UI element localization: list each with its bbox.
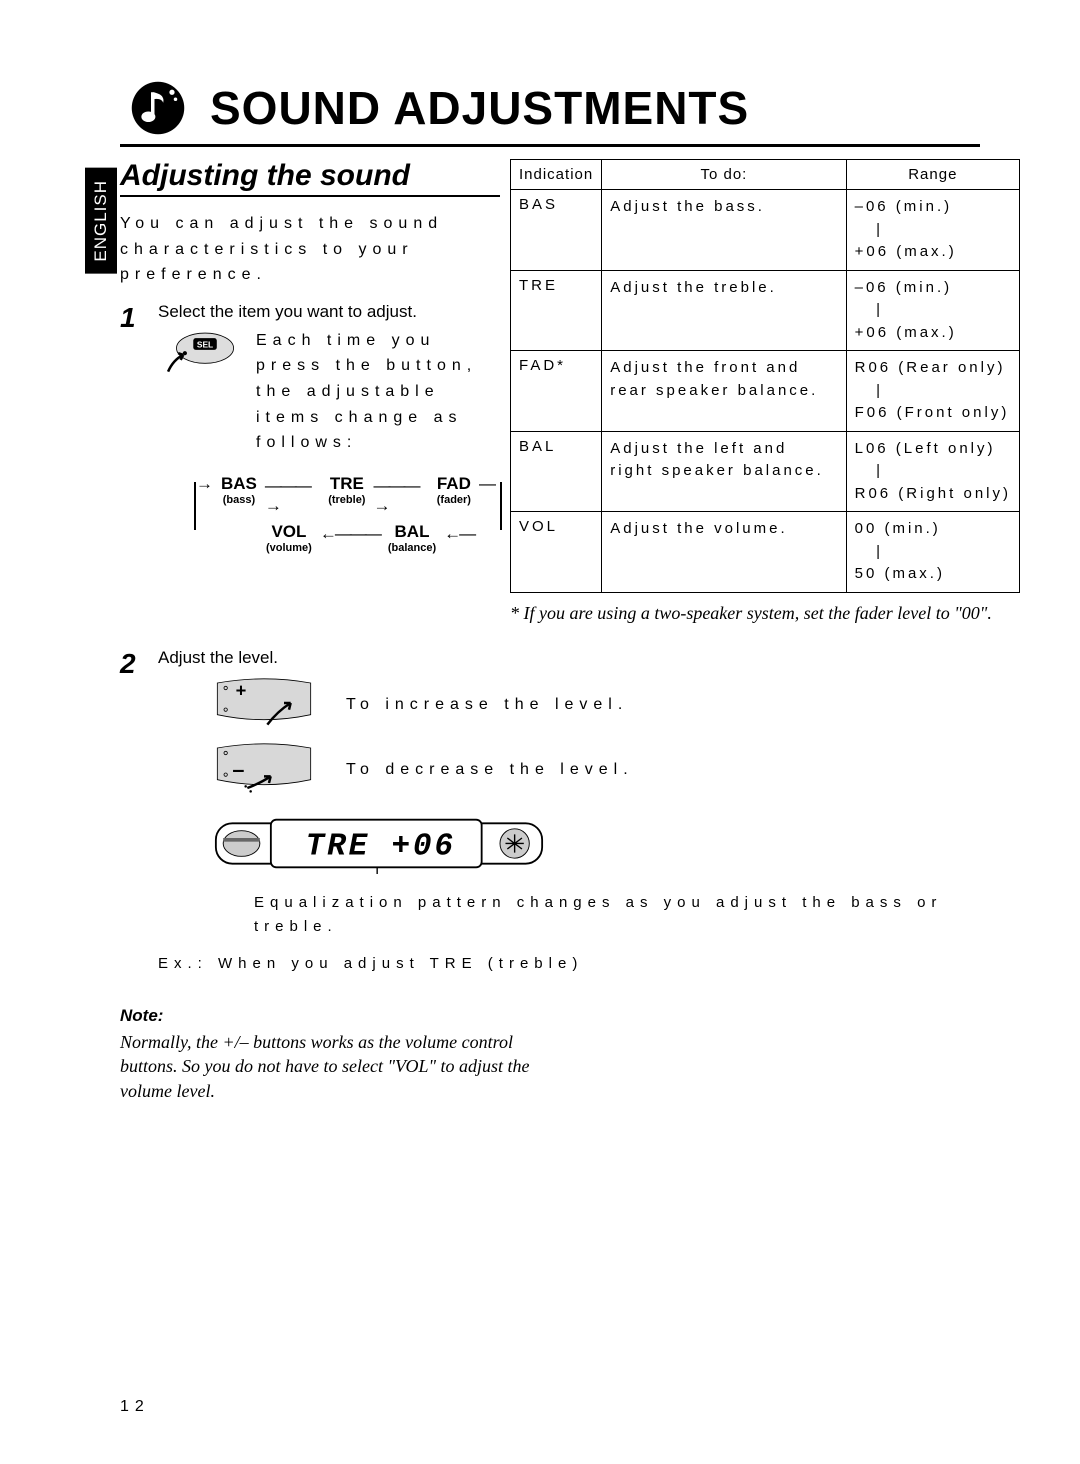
- col-range: Range: [846, 160, 1019, 190]
- table-row: VOLAdjust the volume.00 (min.) | 50 (max…: [511, 512, 1020, 593]
- display-caption: Equalization pattern changes as you adju…: [254, 891, 1020, 939]
- page-number: 12: [120, 1398, 150, 1416]
- page-title: SOUND ADJUSTMENTS: [210, 81, 749, 135]
- increase-row: + To increase the level.: [214, 678, 1020, 733]
- step-heading: Adjust the level.: [158, 648, 1020, 668]
- step-1: 1 Select the item you want to adjust. SE…: [120, 302, 500, 554]
- svg-text:–: –: [232, 756, 244, 781]
- parameters-table: Indication To do: Range BASAdjust the ba…: [510, 159, 1020, 593]
- table-row: FAD*Adjust the front and rear speaker ba…: [511, 351, 1020, 432]
- col-indication: Indication: [511, 160, 602, 190]
- music-note-icon: [130, 80, 186, 136]
- table-row: BALAdjust the left and right speaker bal…: [511, 431, 1020, 512]
- language-tab: ENGLISH: [85, 168, 117, 274]
- plus-button-icon: +: [214, 678, 314, 733]
- step1-subtext: Each time you press the button, the adju…: [256, 328, 500, 456]
- col-todo: To do:: [602, 160, 846, 190]
- step-heading: Select the item you want to adjust.: [158, 302, 500, 322]
- svg-text:+: +: [236, 679, 247, 700]
- minus-button-icon: –: [214, 743, 314, 798]
- cycle-diagram: → BAS (bass) ———→ TRE (treble) ———→ FAD: [196, 474, 496, 554]
- display-unit-icon: TRE +06: [214, 816, 1020, 880]
- step-number: 1: [120, 302, 144, 554]
- section-title: Adjusting the sound: [120, 159, 500, 193]
- step-number: 2: [120, 648, 144, 973]
- display-example: Ex.: When you adjust TRE (treble): [158, 955, 1020, 972]
- table-footnote: * If you are using a two-speaker system,…: [510, 603, 1020, 624]
- step-2: 2 Adjust the level. + To: [120, 648, 1020, 973]
- increase-text: To increase the level.: [346, 696, 628, 714]
- page-header: SOUND ADJUSTMENTS: [80, 80, 1020, 136]
- section-divider: [120, 195, 500, 197]
- decrease-row: – To decrease the level.: [214, 743, 1020, 798]
- svg-text:SEL: SEL: [197, 339, 213, 349]
- svg-text:TRE +06: TRE +06: [306, 829, 456, 864]
- table-row: TREAdjust the treble.–06 (min.) | +06 (m…: [511, 270, 1020, 351]
- title-divider: [120, 144, 980, 147]
- note-heading: Note:: [120, 1006, 1020, 1026]
- decrease-text: To decrease the level.: [346, 761, 634, 779]
- note-block: Note: Normally, the +/– buttons works as…: [120, 1006, 1020, 1103]
- section-intro: You can adjust the sound characteristics…: [120, 211, 500, 288]
- note-body: Normally, the +/– buttons works as the v…: [120, 1030, 550, 1103]
- sel-button-icon: SEL: [158, 328, 242, 383]
- table-row: BASAdjust the bass.–06 (min.) | +06 (max…: [511, 190, 1020, 271]
